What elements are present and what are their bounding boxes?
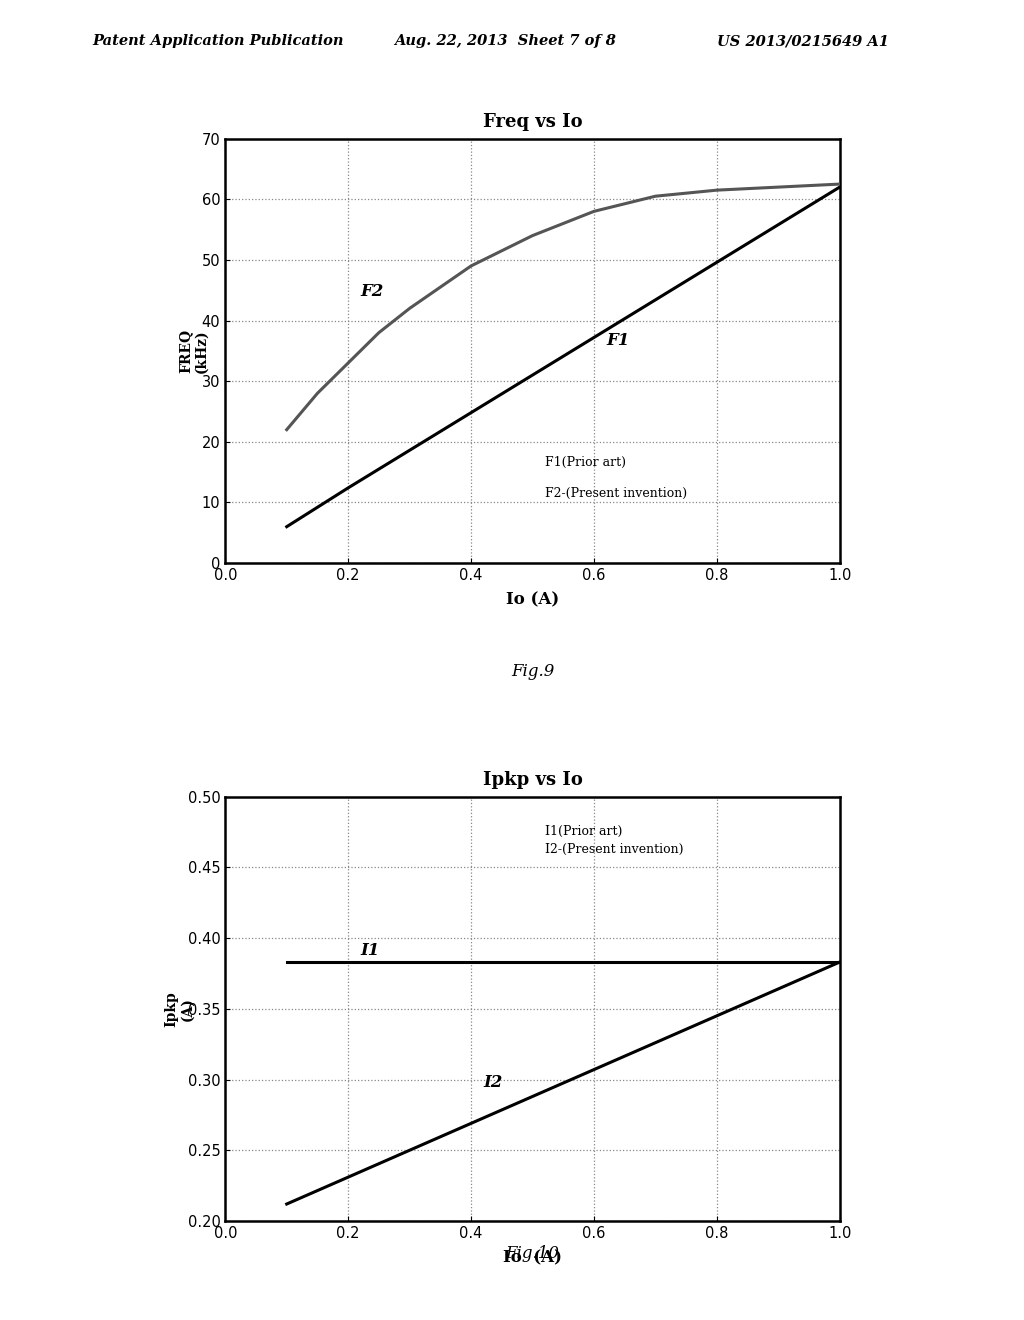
X-axis label: Io (A): Io (A) [506, 591, 559, 609]
Y-axis label: FREQ
(kHz): FREQ (kHz) [178, 329, 209, 372]
Text: I1: I1 [360, 942, 380, 960]
Text: Patent Application Publication: Patent Application Publication [92, 34, 344, 49]
Text: Fig.9: Fig.9 [511, 663, 554, 680]
Title: Freq vs Io: Freq vs Io [482, 114, 583, 132]
Text: I2: I2 [483, 1073, 503, 1090]
Text: F1(Prior art): F1(Prior art) [545, 457, 626, 469]
Text: I1(Prior art): I1(Prior art) [545, 825, 623, 838]
Y-axis label: Ipkp
(A): Ipkp (A) [164, 991, 195, 1027]
Text: F2: F2 [360, 284, 384, 300]
Text: Fig.10: Fig.10 [506, 1245, 559, 1262]
Title: Ipkp vs Io: Ipkp vs Io [482, 771, 583, 789]
Text: Aug. 22, 2013  Sheet 7 of 8: Aug. 22, 2013 Sheet 7 of 8 [394, 34, 616, 49]
Text: I2-(Present invention): I2-(Present invention) [545, 843, 683, 857]
Text: F2-(Present invention): F2-(Present invention) [545, 487, 687, 500]
Text: US 2013/0215649 A1: US 2013/0215649 A1 [717, 34, 889, 49]
Text: F1: F1 [606, 331, 630, 348]
X-axis label: Io  (A): Io (A) [503, 1249, 562, 1266]
